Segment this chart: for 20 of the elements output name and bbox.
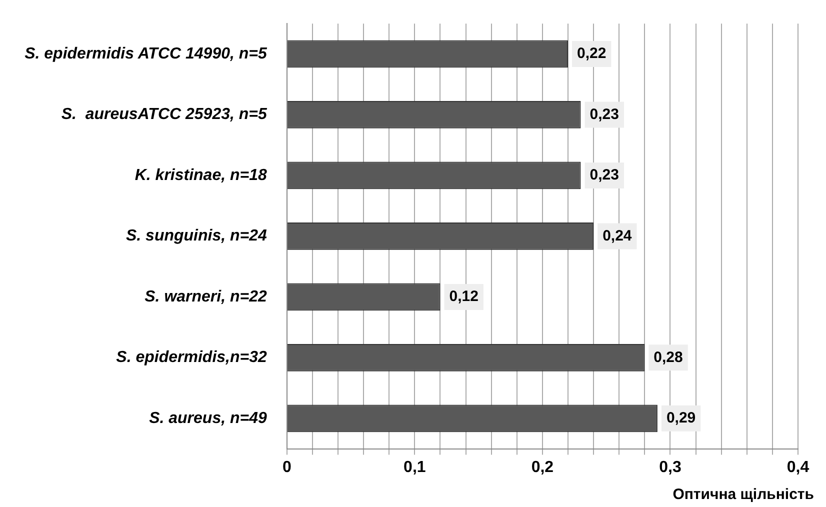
x-tick-label: 0,2 <box>531 458 554 476</box>
y-tick-label: S. epidermidis ATCC 14990, n=5 <box>24 45 268 62</box>
data-label: 0,23 <box>590 106 619 123</box>
x-tick-label: 0,3 <box>659 458 682 476</box>
x-tick-label: 0,4 <box>786 458 810 476</box>
data-label: 0,12 <box>449 288 478 306</box>
x-tick-label: 0,1 <box>404 458 426 476</box>
y-tick-label: S. aureus, n=49 <box>149 410 267 427</box>
y-tick-label: K. kristinae, n=18 <box>134 166 268 184</box>
data-label: 0,23 <box>590 166 619 184</box>
x-tick-label: 0 <box>282 458 292 476</box>
data-label: 0,24 <box>602 227 632 244</box>
y-tick-label: S. warneri, n=22 <box>144 288 268 306</box>
data-label: 0,28 <box>654 348 683 366</box>
data-label: 0,29 <box>666 410 696 427</box>
y-tick-label: S. epidermidis,n=32 <box>116 349 267 366</box>
y-tick-label: S. aureusATCC 25923, n=5 <box>61 106 268 124</box>
data-label: 0,22 <box>577 45 606 62</box>
x-axis-title: Оптична щільність <box>672 486 814 503</box>
y-tick-label: S. sunguinis, n=24 <box>126 228 268 245</box>
